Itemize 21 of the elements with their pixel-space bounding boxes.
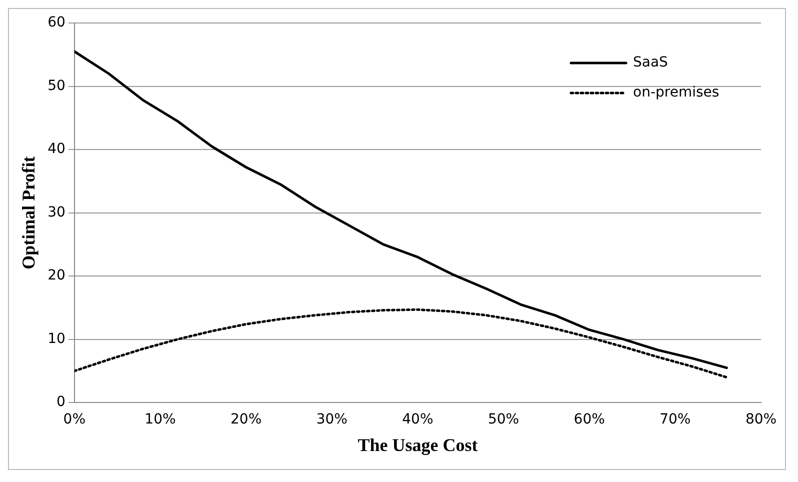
x-tick-label: 70% bbox=[660, 412, 691, 428]
legend-label: on-premises bbox=[633, 84, 720, 101]
x-tick-label: 20% bbox=[230, 412, 262, 428]
x-tick-label: 80% bbox=[745, 412, 777, 428]
y-tick-label: 30 bbox=[48, 204, 66, 220]
x-tick-label: 40% bbox=[402, 412, 434, 428]
y-tick-label: 10 bbox=[48, 330, 66, 347]
x-tick-label: 60% bbox=[574, 412, 605, 428]
y-tick-label: 40 bbox=[48, 141, 66, 158]
y-tick-label: 50 bbox=[48, 78, 66, 94]
x-axis-title: The Usage Cost bbox=[358, 434, 478, 455]
line-series bbox=[74, 308, 728, 379]
x-tick-label: 30% bbox=[316, 412, 348, 428]
x-tick-label: 10% bbox=[144, 412, 176, 428]
y-tick-label: 0 bbox=[56, 394, 66, 410]
y-tick-label: 60 bbox=[48, 14, 66, 31]
legend-label: SaaS bbox=[633, 54, 668, 71]
x-tick-label: 50% bbox=[488, 412, 520, 428]
y-tick-label: 20 bbox=[48, 268, 66, 284]
x-tick-label: 0% bbox=[63, 412, 86, 428]
y-axis-title: Optimal Profit bbox=[18, 156, 38, 270]
